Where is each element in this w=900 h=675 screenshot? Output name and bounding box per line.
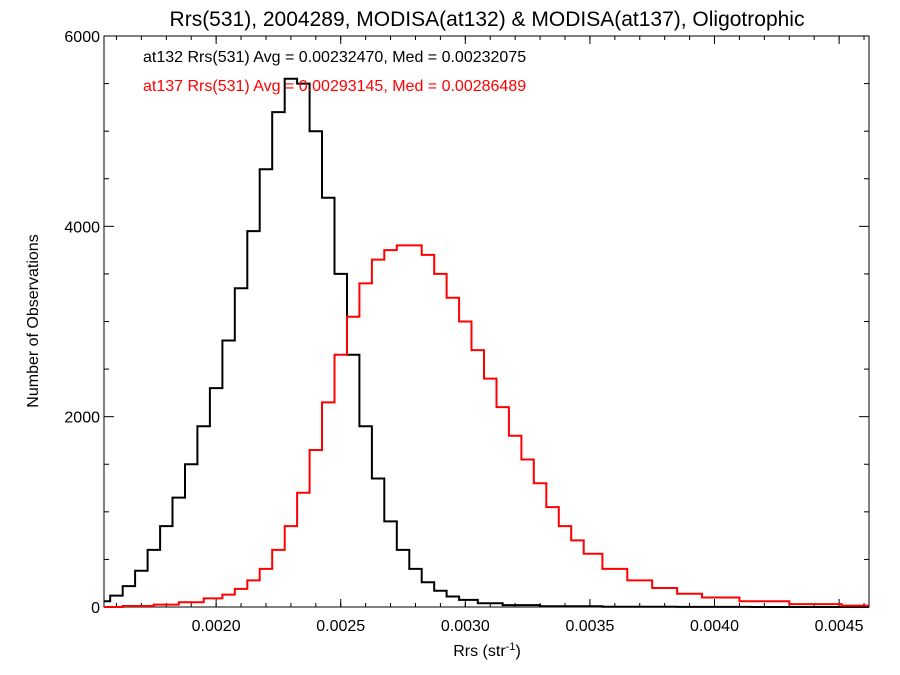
x-tick-label: 0.0035: [565, 618, 614, 635]
x-tick-label: 0.0040: [690, 618, 739, 635]
chart-title: Rrs(531), 2004289, MODISA(at132) & MODIS…: [170, 8, 805, 31]
x-axis-label-end: ): [515, 643, 520, 660]
series-at132-line: [104, 77, 869, 608]
x-tick-label: 0.0045: [815, 618, 864, 635]
x-tick-label: 0.0020: [192, 618, 241, 635]
annotation-at137: at137 Rrs(531) Avg = 0.00293145, Med = 0…: [143, 78, 526, 95]
series-layer: [104, 77, 869, 608]
series-at137-line: [104, 244, 869, 608]
y-tick-label: 6000: [64, 29, 100, 46]
x-axis-label: Rrs (str-1): [453, 641, 521, 660]
x-tick-label: 0.0025: [316, 618, 365, 635]
y-tick-label: 2000: [64, 410, 100, 427]
annotation-at132: at132 Rrs(531) Avg = 0.00232470, Med = 0…: [143, 49, 526, 66]
plot-area: [103, 35, 870, 608]
y-tick-label: 4000: [64, 219, 100, 236]
x-axis-label-main: Rrs (str: [453, 643, 506, 660]
x-tick-label: 0.0030: [441, 618, 490, 635]
plot-frame: [103, 35, 870, 608]
x-axis: 0.0020 0.0025 0.0030 0.0035 0.0040 0.0045: [115, 36, 865, 635]
y-axis-label: Number of Observations: [25, 234, 42, 407]
y-tick-label: 0: [91, 600, 100, 617]
x-axis-label-sup: -1: [506, 641, 516, 653]
y-axis: 0 2000 4000 6000: [64, 29, 869, 617]
